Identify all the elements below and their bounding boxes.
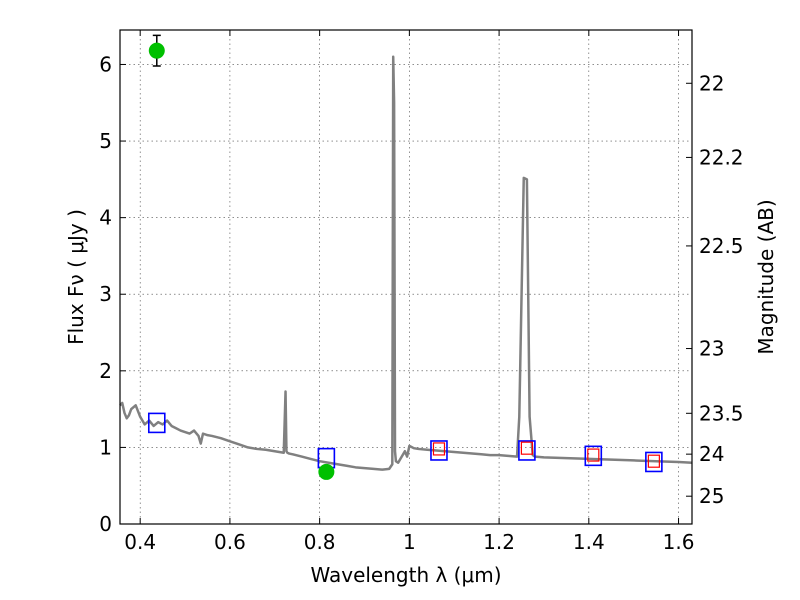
photometry-point: [318, 463, 335, 480]
detection-marker: [520, 441, 534, 455]
x-tick-label: 0.8: [304, 530, 336, 554]
y-tick-label: 0: [99, 512, 112, 536]
x-axis-label: Wavelength λ (μm): [310, 563, 501, 587]
right-tick-label: 24: [699, 442, 724, 466]
plot-frame: [119, 29, 693, 525]
right-tick-label: 22: [699, 71, 724, 95]
photometry-point: [148, 42, 165, 59]
axis-ticks: 0.4 0.6 0.8 1 1.2 1.4 1.601234562222.222.52323…: [99, 30, 744, 554]
right-axis-label: Magnitude (AB): [754, 199, 778, 354]
model-photometry-marker: [645, 451, 663, 473]
model-photometry-marker: [147, 412, 166, 434]
x-tick-label: 1: [403, 530, 416, 554]
x-tick-label: 1.4: [573, 530, 605, 554]
model-spectrum-line: [119, 55, 693, 471]
x-tick-label: 1.2: [483, 530, 515, 554]
y-tick-label: 6: [99, 52, 112, 76]
model-photometry-marker: [584, 445, 603, 467]
right-tick-label: 25: [699, 484, 724, 508]
y-tick-label: 4: [99, 206, 112, 230]
right-tick-label: 23: [699, 337, 724, 361]
right-tick-label: 23.5: [699, 401, 744, 425]
model-spectrum: [119, 55, 693, 471]
y-tick-label: 2: [99, 359, 112, 383]
x-tick-label: 0.4: [124, 530, 156, 554]
model-photometry-marker: [518, 440, 536, 461]
detection-marker: [432, 442, 446, 456]
right-tick-label: 22.5: [699, 234, 744, 258]
right-tick-label: 22.2: [699, 145, 744, 169]
photometry-points: [147, 34, 663, 480]
detection-marker: [587, 448, 600, 462]
y-tick-label: 1: [99, 435, 112, 459]
detection-marker: [647, 454, 660, 468]
x-tick-label: 0.6: [214, 530, 246, 554]
model-photometry-marker: [430, 440, 448, 461]
x-tick-label: 1.6: [663, 530, 695, 554]
y-axis-label: Flux Fν ( μJy ): [64, 209, 88, 345]
y-tick-label: 3: [99, 282, 112, 306]
y-tick-label: 5: [99, 129, 112, 153]
